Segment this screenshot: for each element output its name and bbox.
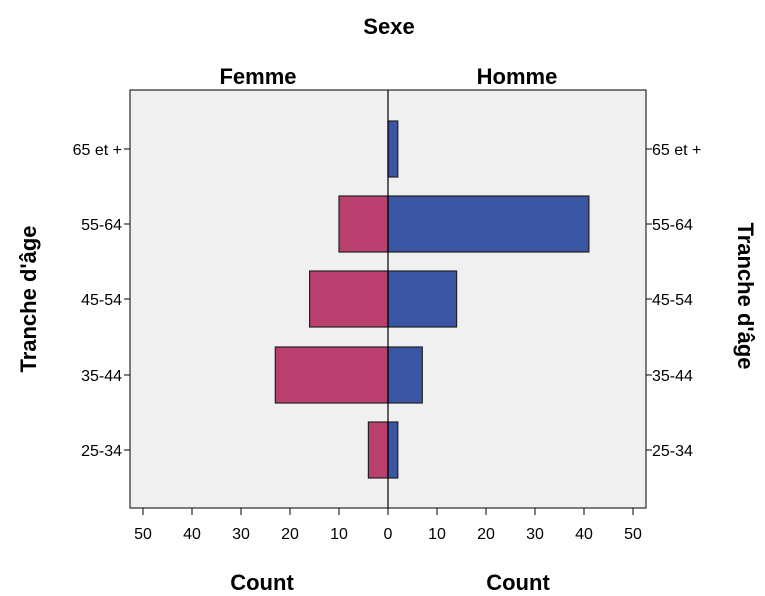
- x-tick-label-left: 20: [281, 526, 299, 543]
- bar-femme-35-44: [274, 346, 389, 404]
- y-tick-label-left: 35-44: [81, 368, 122, 385]
- y-tick-label-right: 25-34: [652, 443, 693, 460]
- y-tick-label-left: 55-64: [81, 217, 122, 234]
- x-tick-label-right: 40: [575, 526, 593, 543]
- y-tick-label-left: 25-34: [81, 443, 122, 460]
- x-tick-label-left: 10: [330, 526, 348, 543]
- y-axis-ticks: 25-34 25-34 35-44 35-44 45-54 45-54 55-64 55-64…: [73, 142, 702, 460]
- x-tick-label-right: 10: [428, 526, 446, 543]
- bar-homme-35-44: [387, 346, 423, 404]
- bar-femme-55-64: [338, 195, 389, 253]
- x-axis-title-left: Count: [230, 570, 294, 595]
- bar-homme-25-34: [387, 421, 399, 479]
- bar-femme-45-54: [309, 270, 389, 328]
- y-axis-title-right: Tranche d'âge: [733, 222, 758, 369]
- panel-title-homme: Homme: [477, 64, 558, 89]
- chart-title: Sexe: [363, 14, 414, 39]
- x-axis-ticks: 0 10 10 20 20 30 30 40 40 50 50: [134, 508, 642, 543]
- x-tick-label-right: 50: [624, 526, 642, 543]
- x-tick-label-left: 50: [134, 526, 152, 543]
- x-tick-label-left: 30: [232, 526, 250, 543]
- x-tick-label-right: 30: [526, 526, 544, 543]
- y-axis-title-left: Tranche d'âge: [16, 225, 41, 372]
- bar-homme-45-54: [387, 270, 458, 328]
- y-tick-label-right: 65 et +: [652, 142, 701, 159]
- panel-title-femme: Femme: [219, 64, 296, 89]
- x-tick-label-left: 40: [183, 526, 201, 543]
- bars-group: [274, 120, 590, 479]
- x-axis-title-right: Count: [486, 570, 550, 595]
- y-tick-label-right: 55-64: [652, 217, 693, 234]
- bar-homme-55-64: [387, 195, 590, 253]
- y-tick-label-right: 35-44: [652, 368, 693, 385]
- bar-femme-25-34: [367, 421, 389, 479]
- bar-homme-65 et +: [387, 120, 399, 178]
- y-tick-label-right: 45-54: [652, 292, 693, 309]
- y-tick-label-left: 65 et +: [73, 142, 122, 159]
- x-tick-label-right: 20: [477, 526, 495, 543]
- x-tick-label-center: 0: [384, 526, 393, 543]
- y-tick-label-left: 45-54: [81, 292, 122, 309]
